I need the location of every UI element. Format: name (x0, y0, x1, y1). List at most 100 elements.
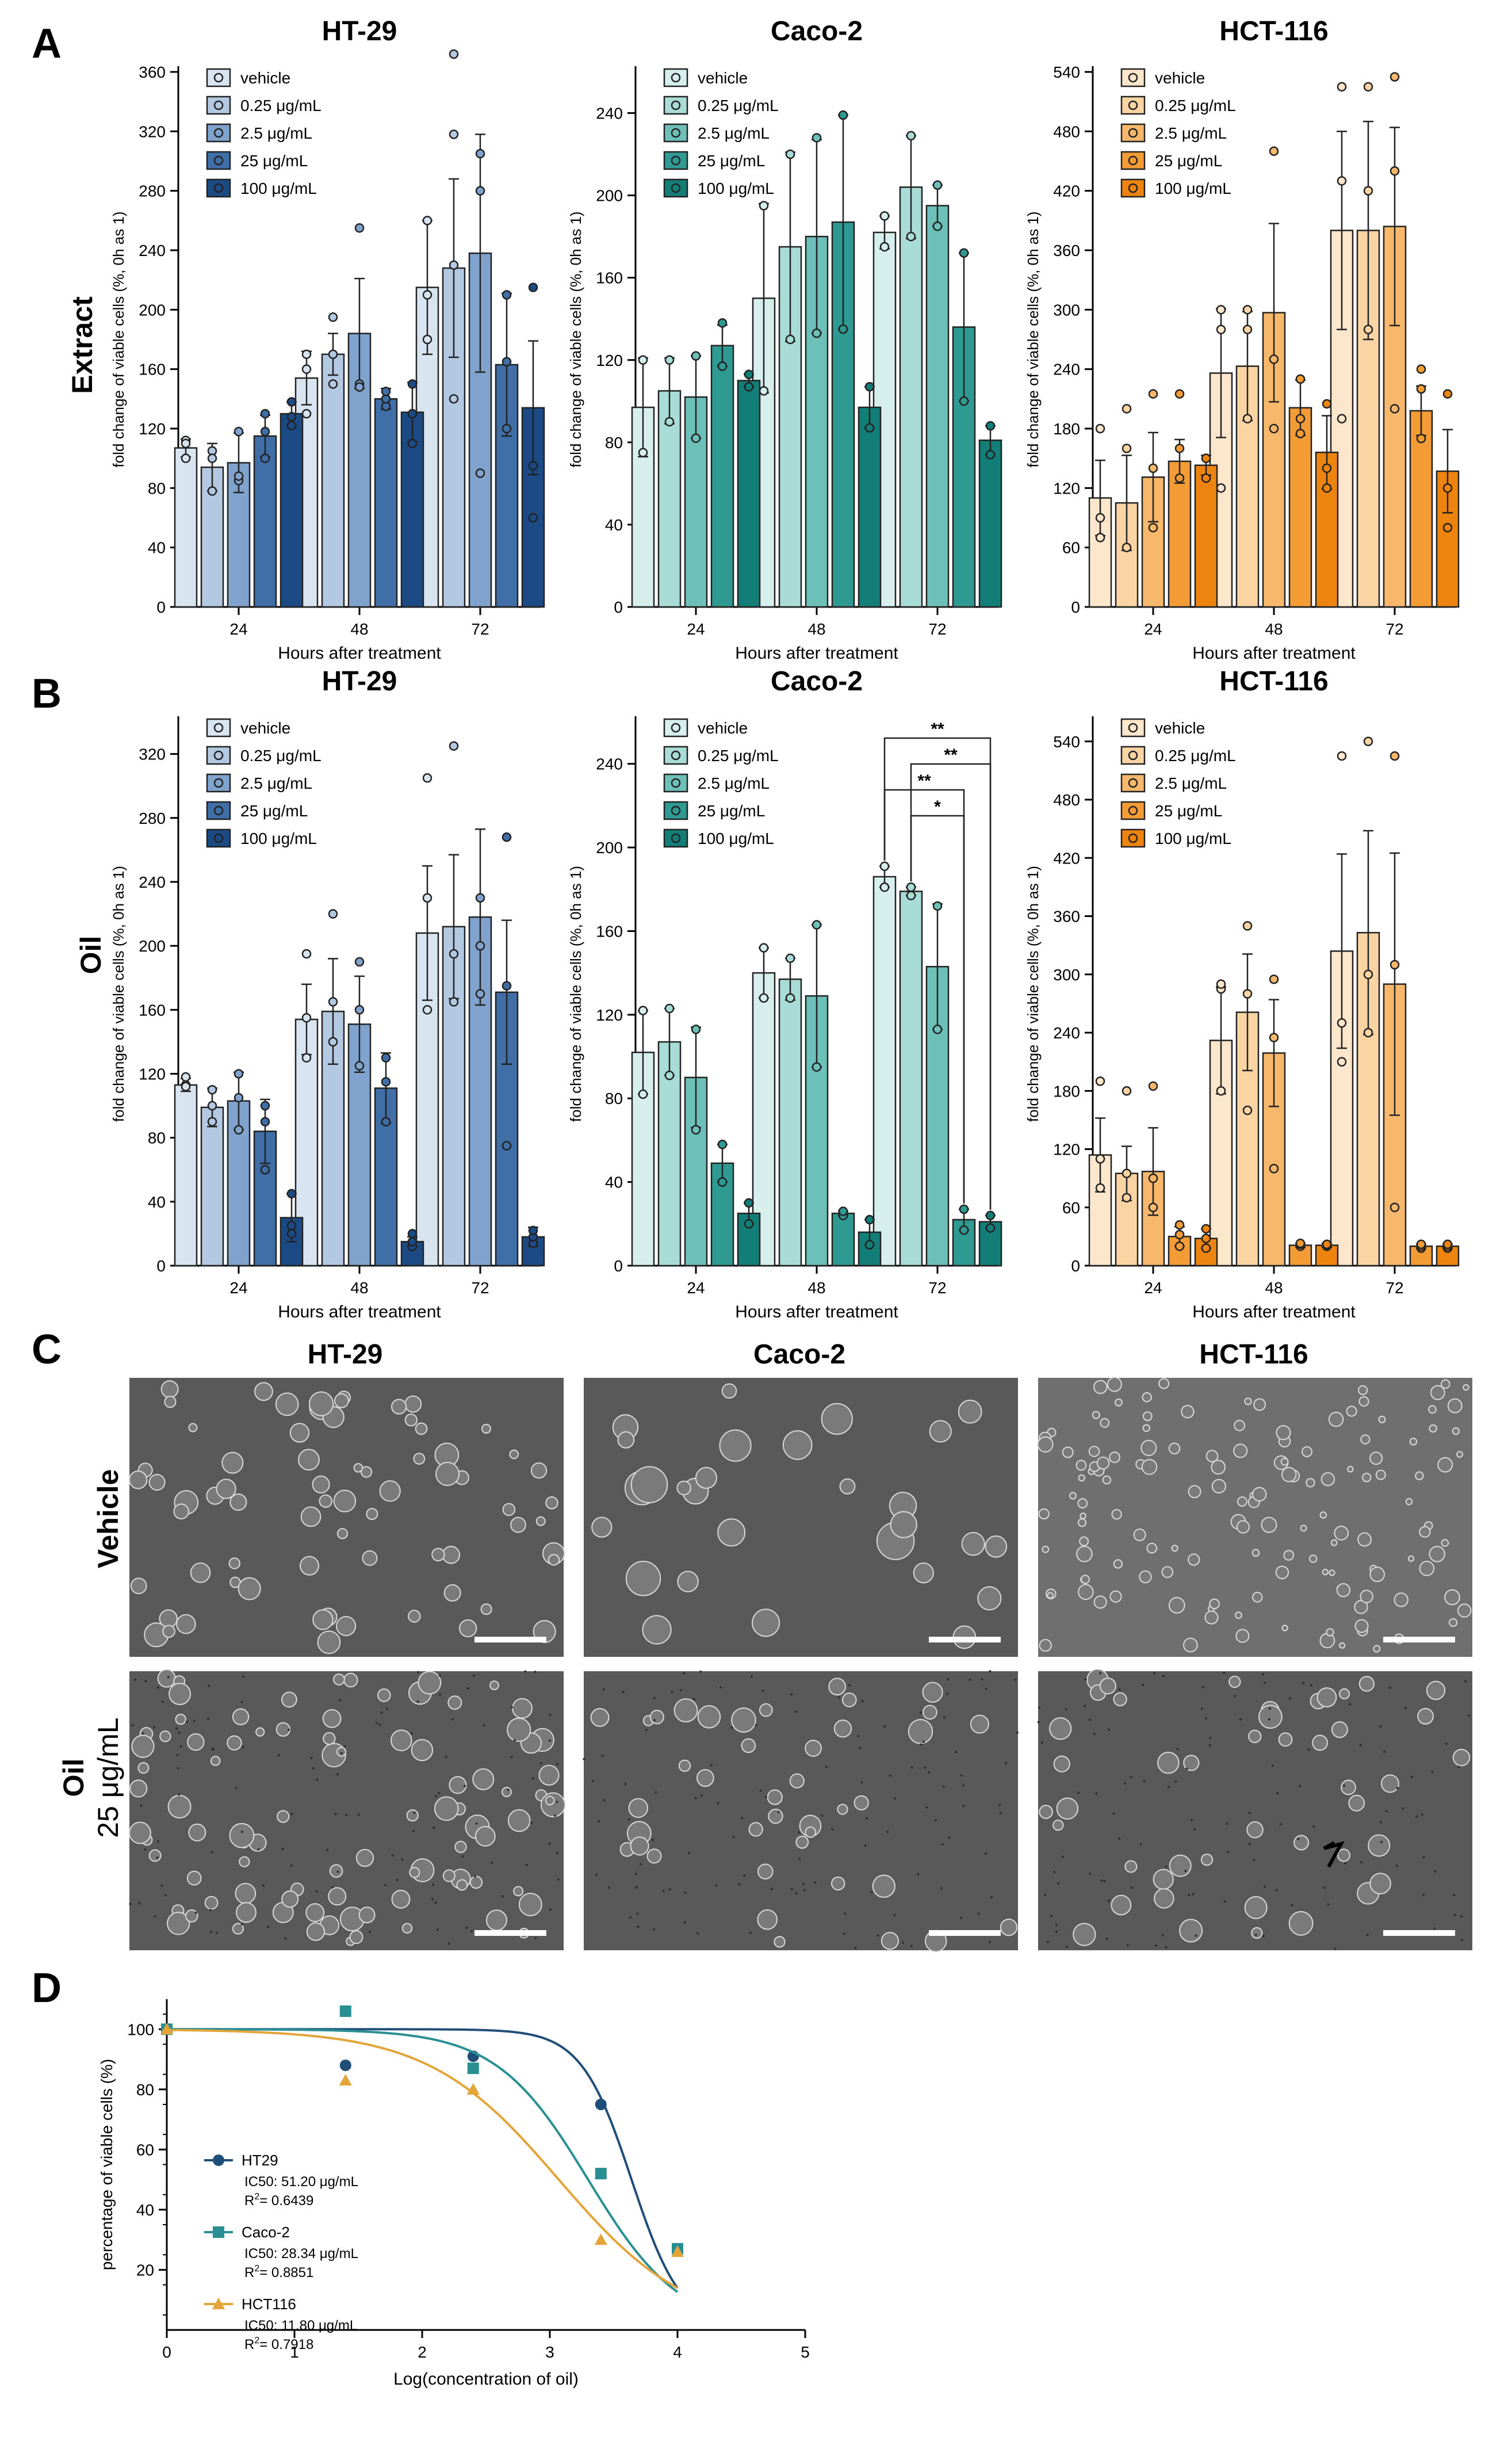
debris (765, 1796, 768, 1798)
debris (1279, 1823, 1282, 1826)
cell (1139, 1570, 1152, 1584)
debris (157, 1840, 160, 1843)
cell (334, 1393, 349, 1408)
y-tick-label: 240 (596, 755, 623, 773)
cell (1360, 1590, 1373, 1603)
data-point (449, 394, 459, 404)
cell (1441, 1539, 1449, 1547)
debris (194, 1911, 197, 1914)
legend-marker (213, 805, 224, 816)
data-point (959, 248, 969, 258)
cell (1234, 1611, 1242, 1619)
cell (1253, 1398, 1266, 1411)
legend-marker (213, 778, 224, 788)
data-point (664, 355, 675, 365)
cell (828, 1678, 847, 1696)
debris (431, 1898, 434, 1901)
y-tick-label: 80 (148, 479, 166, 497)
data-point (864, 1240, 875, 1250)
y-tick-label: 40 (148, 1193, 166, 1211)
cell (696, 1769, 714, 1787)
cell (481, 1423, 491, 1434)
debris (138, 1902, 141, 1905)
cell (518, 1892, 542, 1916)
debris (1415, 1815, 1418, 1818)
cell (1276, 1425, 1291, 1441)
data-point (381, 1053, 391, 1063)
cell (507, 1717, 531, 1742)
legend-label: 0.25 μg/mL (240, 97, 321, 114)
data-point (744, 1219, 754, 1229)
cell (872, 1874, 895, 1898)
cell (391, 1889, 411, 1909)
cell (509, 1449, 519, 1460)
data-point (812, 1062, 822, 1072)
data-point (1363, 969, 1373, 979)
cell (697, 1705, 721, 1729)
cell (1124, 1860, 1138, 1873)
cell (312, 1475, 330, 1493)
legend-marker (213, 2226, 224, 2238)
debris (1359, 1744, 1362, 1747)
data-point (207, 1117, 217, 1127)
x-tick-label: 48 (350, 1279, 368, 1297)
chart-title: HT-29 (322, 666, 397, 697)
data-point (1295, 374, 1306, 384)
cell (1047, 1592, 1054, 1599)
data-point (671, 2245, 684, 2257)
cell (1308, 1554, 1318, 1563)
debris (860, 1781, 863, 1784)
debris (161, 1701, 164, 1703)
bar (778, 978, 802, 1267)
debris (134, 1678, 137, 1681)
data-point (381, 1077, 391, 1087)
cell (1251, 1927, 1263, 1939)
debris (741, 1817, 744, 1820)
data-point (234, 426, 244, 437)
debris (946, 1693, 949, 1695)
debris (262, 1884, 265, 1887)
cell (1078, 1584, 1094, 1600)
cell (164, 1396, 177, 1408)
data-point (691, 351, 701, 361)
chart-extract-hct116: HCT-116 0 60 120 180 240 300 360 420 480 540 fold c… (1024, 16, 1460, 663)
legend-label: 25 μg/mL (698, 152, 765, 170)
legend-marker (671, 72, 681, 83)
cell (312, 1609, 334, 1630)
debris (1385, 1810, 1388, 1813)
debris (947, 1678, 950, 1681)
debris (1383, 1750, 1386, 1753)
debris (438, 1791, 441, 1794)
debris (844, 1912, 847, 1915)
cell (1078, 1474, 1085, 1482)
debris (1208, 1744, 1211, 1747)
cell (540, 1792, 566, 1817)
y-tick-label: 200 (139, 301, 166, 319)
cell (1211, 1460, 1226, 1475)
y-tick-label: 40 (148, 539, 166, 557)
x-axis-label: Hours after treatment (278, 644, 441, 663)
debris (901, 1941, 904, 1944)
cell (317, 1630, 341, 1655)
debris (396, 1878, 399, 1881)
debris (1380, 1840, 1383, 1843)
data-point (286, 421, 297, 431)
cell (431, 1548, 445, 1561)
debris (814, 1881, 817, 1884)
debris (1107, 1900, 1110, 1903)
legend-label: HT29 (242, 2152, 278, 2169)
micrograph-caco2-oil (583, 1670, 1019, 1953)
debris (557, 1878, 560, 1881)
debris (160, 1885, 163, 1888)
debris (1223, 1900, 1226, 1903)
legend-label: 0.25 μg/mL (698, 747, 779, 765)
legend-label: vehicle (240, 69, 290, 87)
debris (531, 1777, 534, 1780)
data-point (1416, 1239, 1426, 1250)
data-point (328, 379, 338, 389)
debris (928, 1771, 931, 1774)
legend-label: 100 μg/mL (698, 179, 774, 197)
data-point (328, 909, 338, 919)
cell (204, 1896, 219, 1910)
legend-marker (671, 805, 681, 816)
